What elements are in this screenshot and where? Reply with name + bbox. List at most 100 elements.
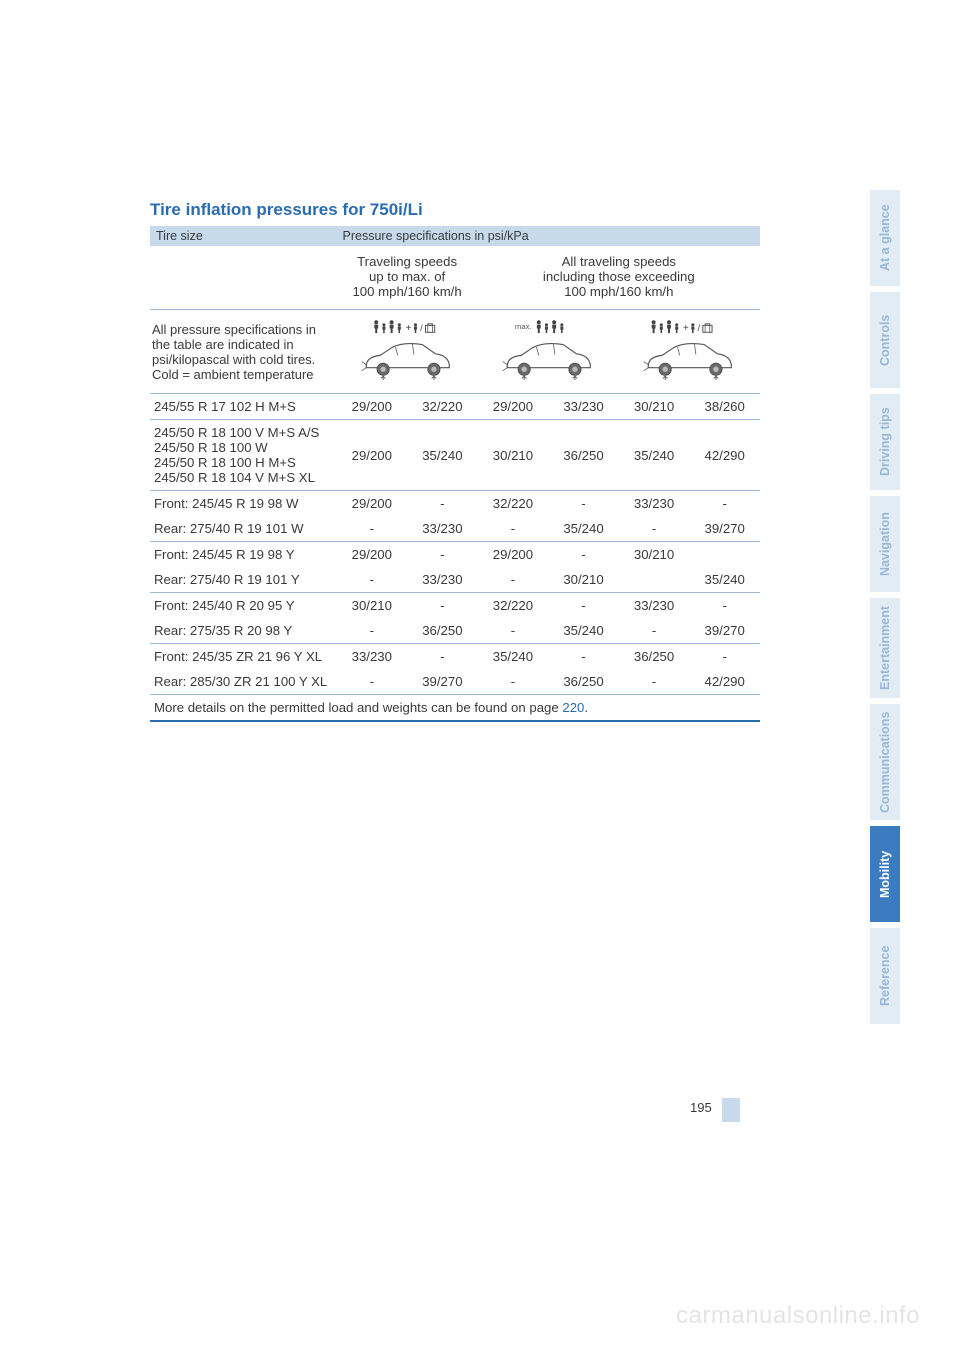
- pressure-cell: 29/200: [337, 394, 408, 420]
- nav-tab[interactable]: Navigation: [870, 496, 900, 592]
- pressure-cell: 29/200: [478, 542, 549, 568]
- load-icon-full: + /: [619, 310, 760, 394]
- pressure-cell: 36/250: [548, 669, 619, 695]
- pressure-cell: [689, 542, 760, 568]
- pressure-cell: -: [478, 618, 549, 644]
- pressure-cell: -: [407, 542, 478, 568]
- pressure-cell: 29/200: [337, 542, 408, 568]
- table-icon-row: All pressure specifications in the table…: [150, 310, 760, 394]
- pressure-cell: -: [337, 669, 408, 695]
- table-footnote-row: More details on the permitted load and w…: [150, 695, 760, 722]
- load-icon-partial: + /: [337, 310, 478, 394]
- tire-pressure-table: Tire size Pressure specifications in psi…: [150, 226, 760, 722]
- table-row: Front: 245/45 R 19 98 W29/200-32/220-33/…: [150, 491, 760, 517]
- tire-size-cell: Front: 245/45 R 19 98 W: [150, 491, 337, 517]
- pressure-cell: 42/290: [689, 669, 760, 695]
- pressure-cell: -: [407, 593, 478, 619]
- table-header-row: Tire size Pressure specifications in psi…: [150, 226, 760, 246]
- pressure-cell: 29/200: [478, 394, 549, 420]
- pressure-cell: 36/250: [619, 644, 690, 670]
- pressure-cell: -: [478, 516, 549, 542]
- footnote-after: .: [584, 700, 588, 715]
- hdr-tire-size: Tire size: [150, 226, 337, 246]
- pressure-cell: 29/200: [337, 491, 408, 517]
- svg-text:+: +: [406, 323, 412, 334]
- pressure-cell: -: [548, 542, 619, 568]
- tire-size-cell: Front: 245/40 R 20 95 Y: [150, 593, 337, 619]
- table-row: 245/55 R 17 102 H M+S29/20032/22029/2003…: [150, 394, 760, 420]
- pressure-cell: 35/240: [619, 420, 690, 491]
- tire-size-cell: Front: 245/45 R 19 98 Y: [150, 542, 337, 568]
- table-row: Rear: 275/40 R 19 101 W-33/230-35/240-39…: [150, 516, 760, 542]
- pressure-cell: -: [407, 491, 478, 517]
- svg-text:/: /: [698, 323, 701, 333]
- nav-tab[interactable]: Mobility: [870, 826, 900, 922]
- tire-size-cell: Rear: 285/30 ZR 21 100 Y XL: [150, 669, 337, 695]
- pressure-cell: -: [548, 644, 619, 670]
- pressure-cell: 39/270: [407, 669, 478, 695]
- pressure-cell: -: [548, 593, 619, 619]
- pressure-cell: 32/220: [478, 491, 549, 517]
- pressure-cell: -: [478, 669, 549, 695]
- table-row: Rear: 285/30 ZR 21 100 Y XL-39/270-36/25…: [150, 669, 760, 695]
- pressure-cell: -: [619, 618, 690, 644]
- table-row: Front: 245/45 R 19 98 Y29/200-29/200-30/…: [150, 542, 760, 568]
- subhdr-low-speed: Traveling speeds up to max. of 100 mph/1…: [337, 246, 478, 310]
- footnote-text: More details on the permitted load and w…: [154, 700, 562, 715]
- footnote-page-link[interactable]: 220: [562, 700, 584, 715]
- side-tabs: At a glance Controls Driving tips Navigatio…: [870, 190, 900, 1030]
- page-number: 195: [690, 1100, 712, 1115]
- table-row: 245/50 R 18 100 V M+S A/S 245/50 R 18 10…: [150, 420, 760, 491]
- pressure-cell: 35/240: [548, 516, 619, 542]
- tire-size-cell: 245/50 R 18 100 V M+S A/S 245/50 R 18 10…: [150, 420, 337, 491]
- pressure-cell: 33/230: [407, 516, 478, 542]
- pressure-cell: -: [689, 491, 760, 517]
- pressure-cell: 35/240: [478, 644, 549, 670]
- table-row: Front: 245/40 R 20 95 Y30/210-32/220-33/…: [150, 593, 760, 619]
- pressure-cell: 36/250: [548, 420, 619, 491]
- pressure-note: All pressure specifications in the table…: [150, 310, 337, 394]
- pressure-cell: -: [337, 567, 408, 593]
- pressure-cell: 30/210: [548, 567, 619, 593]
- nav-tab[interactable]: Communications: [870, 704, 900, 820]
- pressure-cell: 33/230: [619, 491, 690, 517]
- pressure-cell: 30/210: [478, 420, 549, 491]
- pressure-cell: 32/220: [478, 593, 549, 619]
- pressure-cell: 33/230: [548, 394, 619, 420]
- table-row: Rear: 275/35 R 20 98 Y-36/250-35/240-39/…: [150, 618, 760, 644]
- svg-text:/: /: [420, 323, 423, 333]
- pressure-cell: -: [689, 593, 760, 619]
- pressure-cell: -: [337, 618, 408, 644]
- page-number-marker: [722, 1098, 740, 1122]
- nav-tab[interactable]: At a glance: [870, 190, 900, 286]
- pressure-cell: -: [619, 516, 690, 542]
- pressure-cell: 39/270: [689, 618, 760, 644]
- hdr-pressure: Pressure specifications in psi/kPa: [337, 226, 760, 246]
- pressure-cell: 35/240: [548, 618, 619, 644]
- tire-size-cell: Rear: 275/40 R 19 101 Y: [150, 567, 337, 593]
- pressure-cell: 33/230: [337, 644, 408, 670]
- pressure-cell: 30/210: [619, 542, 690, 568]
- nav-tab[interactable]: Entertainment: [870, 598, 900, 698]
- pressure-cell: 33/230: [619, 593, 690, 619]
- pressure-cell: [619, 567, 690, 593]
- watermark: carmanualsonline.info: [676, 1302, 920, 1330]
- pressure-cell: 30/210: [337, 593, 408, 619]
- tire-size-cell: Rear: 275/35 R 20 98 Y: [150, 618, 337, 644]
- table-row: Front: 245/35 ZR 21 96 Y XL33/230-35/240…: [150, 644, 760, 670]
- pressure-cell: -: [337, 516, 408, 542]
- nav-tab[interactable]: Driving tips: [870, 394, 900, 490]
- subhdr-all-speed: All traveling speeds including those exc…: [478, 246, 760, 310]
- nav-tab[interactable]: Controls: [870, 292, 900, 388]
- pressure-cell: 35/240: [689, 567, 760, 593]
- table-subheader-row: Traveling speeds up to max. of 100 mph/1…: [150, 246, 760, 310]
- pressure-cell: -: [407, 644, 478, 670]
- tire-size-cell: Front: 245/35 ZR 21 96 Y XL: [150, 644, 337, 670]
- pressure-cell: -: [478, 567, 549, 593]
- pressure-cell: -: [619, 669, 690, 695]
- pressure-cell: 30/210: [619, 394, 690, 420]
- svg-text:max.: max.: [515, 322, 532, 331]
- pressure-cell: 39/270: [689, 516, 760, 542]
- nav-tab[interactable]: Reference: [870, 928, 900, 1024]
- pressure-cell: 29/200: [337, 420, 408, 491]
